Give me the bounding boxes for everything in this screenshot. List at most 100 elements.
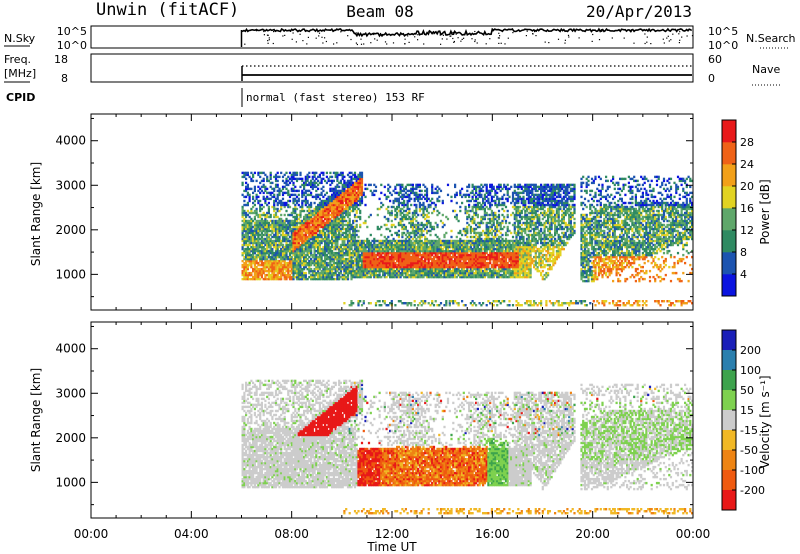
heatmap-cell <box>355 233 358 237</box>
heatmap-cell <box>360 191 364 195</box>
heatmap-cell <box>310 211 313 215</box>
heatmap-cell <box>483 269 486 273</box>
heatmap-cell <box>325 245 328 249</box>
heatmap-cell <box>385 243 388 247</box>
heatmap-cell <box>329 261 332 265</box>
heatmap-cell <box>483 237 486 241</box>
heatmap-cell <box>299 255 302 259</box>
heatmap-cell <box>487 217 490 221</box>
heatmap-cell <box>324 247 327 251</box>
heatmap-cell <box>459 209 462 213</box>
heatmap-cell <box>406 251 409 255</box>
heatmap-cell <box>336 217 339 221</box>
heatmap-cell <box>322 277 325 281</box>
heatmap-cell <box>267 271 270 275</box>
heatmap-cell <box>317 243 320 247</box>
heatmap-cell <box>471 195 474 199</box>
heatmap-cell <box>478 241 481 245</box>
heatmap-cell <box>446 265 450 269</box>
heatmap-cell <box>364 183 367 187</box>
heatmap-cell <box>427 215 430 219</box>
heatmap-cell <box>418 267 421 271</box>
heatmap-cell <box>304 231 307 235</box>
heatmap-cell <box>285 233 288 237</box>
heatmap-cell <box>473 302 476 305</box>
heatmap-cell <box>345 201 348 205</box>
heatmap-cell <box>303 227 306 231</box>
heatmap-cell <box>262 195 265 199</box>
heatmap-cell <box>322 223 325 227</box>
heatmap-cell <box>297 197 300 201</box>
heatmap-cell <box>327 243 330 247</box>
heatmap-cell <box>464 273 467 277</box>
heatmap-cell <box>260 243 263 247</box>
heatmap-cell <box>318 271 321 275</box>
heatmap-cell <box>346 183 350 187</box>
heatmap-cell <box>455 247 458 251</box>
heatmap-cell <box>264 259 267 263</box>
heatmap-cell <box>403 225 406 229</box>
heatmap-cell <box>454 300 457 303</box>
heatmap-cell <box>362 265 365 269</box>
heatmap-cell <box>457 245 460 249</box>
heatmap-cell <box>471 263 474 267</box>
heatmap-cell <box>276 175 279 179</box>
heatmap-cell <box>327 275 330 279</box>
heatmap-cell <box>260 229 263 233</box>
heatmap-cell <box>348 211 351 215</box>
heatmap-cell <box>246 247 249 251</box>
heatmap-cell <box>313 225 316 229</box>
heatmap-cell <box>311 183 314 187</box>
heatmap-cell <box>266 261 269 265</box>
heatmap-cell <box>332 191 335 195</box>
heatmap-cell <box>439 245 443 249</box>
heatmap-cell <box>473 219 476 223</box>
heatmap-cell <box>266 265 269 269</box>
heatmap-cell <box>334 219 337 223</box>
heatmap-cell <box>418 269 421 273</box>
heatmap-cell <box>245 211 248 215</box>
heatmap-cell <box>471 300 474 303</box>
heatmap-cell <box>281 221 285 225</box>
heatmap-cell <box>329 197 332 201</box>
heatmap-cell <box>243 209 246 213</box>
heatmap-cell <box>343 209 346 213</box>
heatmap-cell <box>390 209 393 213</box>
heatmap-cell <box>322 237 325 241</box>
heatmap-cell <box>274 267 278 271</box>
heatmap-cell <box>364 203 367 207</box>
heatmap-cell <box>462 269 465 273</box>
heatmap-cell <box>418 259 421 263</box>
heatmap-cell <box>397 199 400 203</box>
heatmap-cell <box>450 269 453 273</box>
heatmap-cell <box>434 205 437 209</box>
heatmap-cell <box>245 189 248 193</box>
heatmap-cell <box>401 265 404 269</box>
heatmap-cell <box>476 245 479 249</box>
heatmap-cell <box>459 261 462 265</box>
heatmap-cell <box>343 241 346 245</box>
heatmap-cell <box>329 199 332 203</box>
heatmap-cell <box>410 187 413 191</box>
heatmap-cell <box>339 229 342 233</box>
heatmap-cell <box>248 187 251 191</box>
heatmap-cell <box>343 231 346 235</box>
heatmap-cell <box>324 243 327 247</box>
heatmap-cell <box>446 245 450 249</box>
heatmap-cell <box>243 199 246 203</box>
heatmap-cell <box>327 235 330 239</box>
heatmap-cell <box>427 259 430 263</box>
heatmap-cell <box>252 275 255 279</box>
heatmap-cell <box>315 221 318 225</box>
heatmap-cell <box>461 233 464 237</box>
heatmap-cell <box>311 261 314 265</box>
heatmap-cell <box>324 225 327 229</box>
heatmap-cell <box>411 251 414 255</box>
heatmap-cell <box>466 257 469 261</box>
heatmap-cell <box>353 241 357 245</box>
heatmap-cell <box>257 249 260 253</box>
heatmap-cell <box>306 201 309 205</box>
heatmap-cell <box>380 251 383 255</box>
heatmap-cell <box>455 241 458 245</box>
heatmap-cell <box>322 263 325 267</box>
